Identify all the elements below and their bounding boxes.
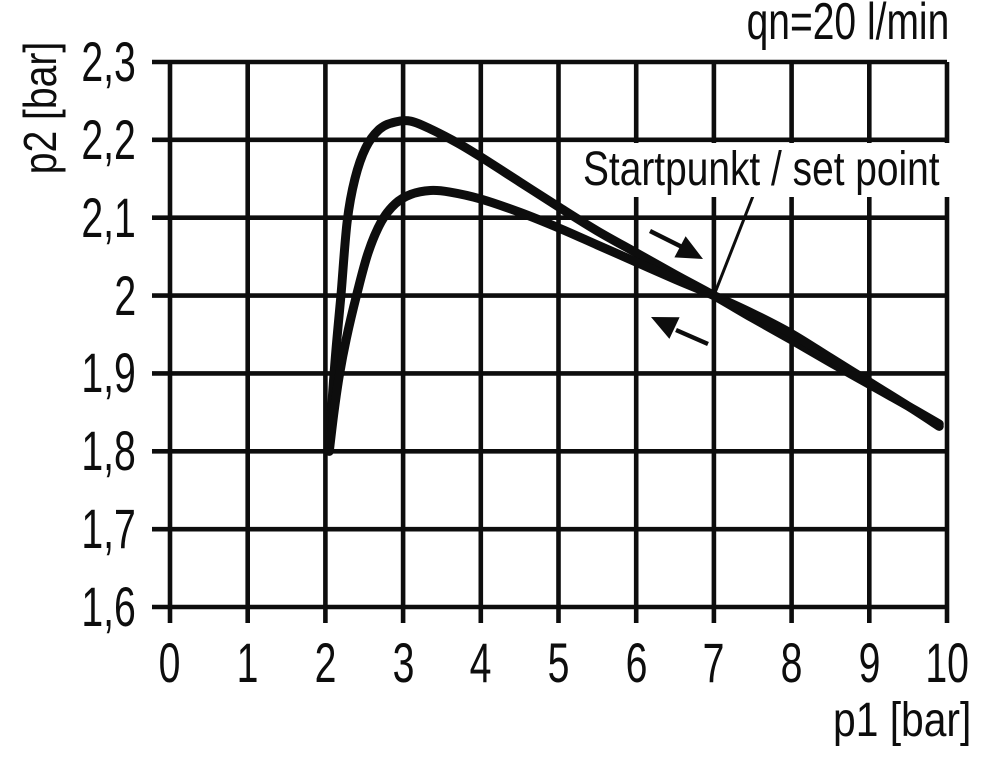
y-tick-label: 1,6 xyxy=(81,575,136,638)
y-tick-label: 1,8 xyxy=(81,419,136,483)
series-line-lower-hysteresis-branch xyxy=(324,185,944,456)
x-tick-label: 1 xyxy=(236,631,259,694)
x-tick-label: 3 xyxy=(392,631,414,694)
y-tick-label: 2,2 xyxy=(81,107,136,171)
x-axis-label: p1 [bar] xyxy=(833,697,996,745)
arrow-left-icon xyxy=(651,317,709,347)
flow-rate-annotation: qn=20 l/min xyxy=(679,0,949,48)
x-tick-label: 6 xyxy=(625,631,648,694)
y-tick-label: 2,3 xyxy=(81,30,136,93)
set-point-callout-line xyxy=(712,195,755,297)
x-tick-label: 4 xyxy=(469,631,492,694)
set-point-annotation: Startpunkt / set point xyxy=(576,143,1000,197)
set-point-callout xyxy=(712,195,755,297)
y-tick-label: 2 xyxy=(114,263,136,327)
grid-lines xyxy=(152,59,950,623)
series-curves xyxy=(324,116,944,456)
y-tick-label: 1,9 xyxy=(81,341,136,405)
x-tick-label: 10 xyxy=(925,631,969,694)
flow-rate-text: qn=20 l/min xyxy=(746,0,949,51)
x-tick-label: 2 xyxy=(314,631,337,694)
x-tick-label: 0 xyxy=(159,631,181,694)
set-point-text: Startpunkt / set point xyxy=(583,143,940,196)
x-axis-label-text: p1 [bar] xyxy=(833,694,972,747)
series-line-upper-hysteresis-branch xyxy=(324,116,944,456)
x-tick-label: 8 xyxy=(780,631,803,694)
x-tick-label: 5 xyxy=(547,631,570,694)
arrow-right-icon xyxy=(648,228,703,259)
x-tick-label: 7 xyxy=(702,631,725,694)
y-tick-label: 2,1 xyxy=(81,185,136,249)
x-tick-label: 9 xyxy=(858,631,881,694)
y-tick-label: 1,7 xyxy=(81,497,136,561)
